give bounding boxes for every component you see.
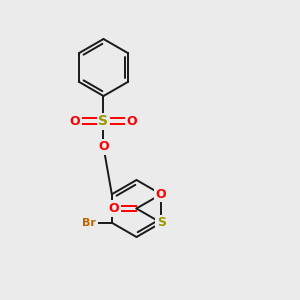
Text: O: O	[156, 188, 166, 201]
Text: O: O	[98, 140, 109, 154]
Text: O: O	[109, 202, 119, 215]
Text: O: O	[70, 115, 80, 128]
Text: Br: Br	[82, 218, 96, 228]
Text: S: S	[157, 216, 166, 229]
Text: O: O	[127, 115, 137, 128]
Text: S: S	[98, 115, 109, 128]
